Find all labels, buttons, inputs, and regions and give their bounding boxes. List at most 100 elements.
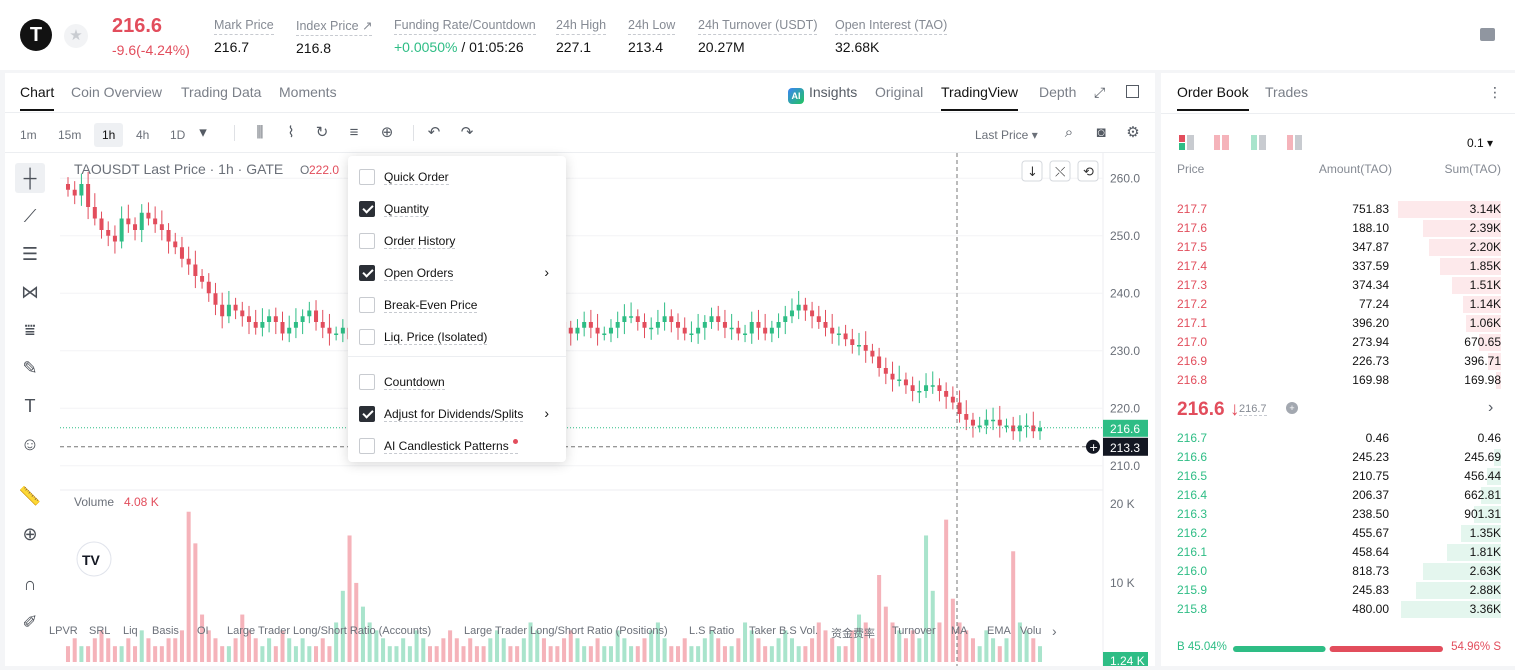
interval-1m[interactable]: 1m [20, 128, 37, 142]
both-sides-view-icon[interactable] [1179, 135, 1194, 150]
interval-1d[interactable]: 1D [170, 128, 186, 142]
tab-trades[interactable]: Trades [1265, 84, 1309, 100]
bid-row[interactable]: 216.1 458.64 1.81K [1161, 543, 1515, 562]
undo-icon[interactable]: ↶ [427, 124, 441, 141]
crosshair-icon[interactable]: ┼ [15, 163, 45, 193]
zoom-in-icon[interactable]: ⊕ [22, 524, 38, 544]
menu-item[interactable]: Break-Even Price [359, 295, 555, 315]
view-original[interactable]: Original [875, 84, 924, 100]
asks-view-icon[interactable] [1214, 135, 1229, 150]
notes-icon[interactable] [1480, 28, 1495, 41]
view-tradingview[interactable]: TradingView [941, 84, 1019, 111]
template-icon[interactable]: ≡ [349, 124, 359, 141]
candle-type-icon[interactable]: ⫼ [256, 124, 264, 141]
checkbox[interactable] [359, 233, 375, 249]
stat-index-price[interactable]: Index Price ↗ 216.8 [296, 19, 373, 56]
ask-row[interactable]: 217.4 337.59 1.85K [1161, 257, 1515, 276]
menu-item[interactable]: Quantity [359, 199, 555, 219]
indicator-tab[interactable]: Taker B.S Vol. [749, 625, 819, 637]
add-plus-icon[interactable]: ⊕ [380, 124, 394, 141]
bid-row[interactable]: 216.5 210.75 456.44 [1161, 467, 1515, 486]
indicator-tab[interactable]: Large Trader Long/Short Ratio (Accounts) [227, 625, 432, 637]
menu-item[interactable]: Quick Order [359, 167, 555, 187]
indicator-tab[interactable]: LPVR [49, 625, 78, 637]
menu-item[interactable]: Liq. Price (Isolated) [359, 327, 555, 347]
bid-row[interactable]: 216.3 238.50 901.31 [1161, 505, 1515, 524]
checkbox[interactable] [359, 374, 375, 390]
indicator-tab[interactable]: SRL [89, 625, 111, 637]
checkbox[interactable] [359, 297, 375, 313]
bid-row[interactable]: 216.0 818.73 2.63K [1161, 562, 1515, 581]
ask-row[interactable]: 217.0 273.94 670.65 [1161, 333, 1515, 352]
indicator-tab[interactable]: MA [951, 625, 968, 637]
tab-coin-overview[interactable]: Coin Overview [71, 84, 163, 100]
replay-icon[interactable]: ↻ [315, 124, 329, 141]
redo-icon[interactable]: ↷ [460, 124, 474, 141]
window-icon[interactable] [1126, 85, 1139, 98]
pencil-lock-icon[interactable]: ✐ [22, 612, 38, 632]
bid-row[interactable]: 216.7 0.46 0.46 [1161, 429, 1515, 448]
ask-row[interactable]: 217.6 188.10 2.39K [1161, 219, 1515, 238]
precision-select[interactable]: 0.1 ▾ [1467, 136, 1494, 150]
ask-row[interactable]: 217.2 77.24 1.14K [1161, 295, 1515, 314]
indicator-tab[interactable]: 资金费率 [831, 628, 875, 640]
camera-icon[interactable]: ◙ [1096, 124, 1106, 141]
indicator-tab[interactable]: OI [197, 625, 209, 637]
depth-view-icon[interactable] [1287, 135, 1302, 150]
checkbox[interactable] [359, 406, 375, 422]
indicator-tab[interactable]: Large Trader Long/Short Ratio (Positions… [464, 625, 668, 637]
bids-view-icon[interactable] [1251, 135, 1266, 150]
indicator-tab[interactable]: Liq [123, 625, 138, 637]
ask-row[interactable]: 217.3 374.34 1.51K [1161, 276, 1515, 295]
indicators-icon[interactable]: ⌇ [287, 124, 295, 141]
interval-15m[interactable]: 15m [58, 128, 82, 142]
fib-icon[interactable]: ⩸ [24, 320, 36, 340]
menu-item[interactable]: Countdown [359, 372, 555, 392]
bid-row[interactable]: 216.2 455.67 1.35K [1161, 524, 1515, 543]
menu-item[interactable]: AI Candlestick Patterns [359, 436, 555, 456]
checkbox[interactable] [359, 438, 375, 454]
chevron-down-icon[interactable]: ▾ [199, 124, 207, 141]
tab-trading-data[interactable]: Trading Data [181, 84, 262, 100]
tab-order-book[interactable]: Order Book [1177, 84, 1249, 111]
favorite-star-icon[interactable]: ★ [64, 24, 88, 48]
ask-row[interactable]: 216.8 169.98 169.98 [1161, 371, 1515, 390]
interval-1h[interactable]: 1h [94, 123, 124, 147]
checkbox[interactable] [359, 169, 375, 185]
stat-funding-rate[interactable]: Funding Rate/Countdown +0.0050% / 01:05:2… [394, 18, 536, 55]
tab-moments[interactable]: Moments [279, 84, 337, 100]
magnet-icon[interactable]: ∩ [23, 574, 37, 594]
gear-icon[interactable]: ⚙ [1126, 124, 1140, 141]
view-insights[interactable]: AI Insights [788, 84, 857, 104]
brush-icon[interactable]: ✎ [22, 358, 38, 378]
tab-chart[interactable]: Chart [20, 84, 55, 111]
text-icon[interactable]: T [24, 396, 36, 416]
bid-row[interactable]: 216.4 206.37 662.81 [1161, 486, 1515, 505]
ask-row[interactable]: 217.5 347.87 2.20K [1161, 238, 1515, 257]
bid-row[interactable]: 215.9 245.83 2.88K [1161, 581, 1515, 600]
ruler-icon[interactable]: 📏 [18, 486, 42, 506]
indicator-tab[interactable]: Turnover [892, 625, 936, 637]
ask-row[interactable]: 216.9 226.73 396.71 [1161, 352, 1515, 371]
emoji-icon[interactable]: ☺ [20, 434, 40, 454]
bid-row[interactable]: 216.6 245.23 245.69 [1161, 448, 1515, 467]
trend-line-icon[interactable]: ⟋ [23, 206, 37, 226]
menu-item[interactable]: Order History [359, 231, 555, 251]
interval-4h[interactable]: 4h [136, 128, 150, 142]
checkbox[interactable] [359, 265, 375, 281]
ask-row[interactable]: 217.1 396.20 1.06K [1161, 314, 1515, 333]
indicator-tab[interactable]: Volu [1020, 625, 1042, 637]
view-depth[interactable]: Depth [1039, 84, 1077, 100]
bid-row[interactable]: 215.8 480.00 3.36K [1161, 600, 1515, 619]
chevron-right-icon[interactable]: › [1052, 623, 1057, 639]
more-icon[interactable]: ⋮ [1488, 84, 1502, 100]
stat-mark-price[interactable]: Mark Price 216.7 [214, 18, 274, 55]
checkbox[interactable] [359, 201, 375, 217]
indicator-tab[interactable]: L.S Ratio [689, 625, 735, 637]
price-chart[interactable]: 260.0 250.0 240.0 230.0 220.0 210.0 10 K 20 K 21… [60, 153, 1155, 666]
indicator-tab[interactable]: EMA [987, 625, 1011, 637]
menu-item[interactable]: Open Orders › [359, 263, 555, 283]
price-type-select[interactable]: Last Price ▾ [975, 128, 1038, 142]
expand-icon[interactable]: ⤢ [1094, 84, 1106, 100]
menu-item[interactable]: Adjust for Dividends/Splits › [359, 404, 555, 424]
